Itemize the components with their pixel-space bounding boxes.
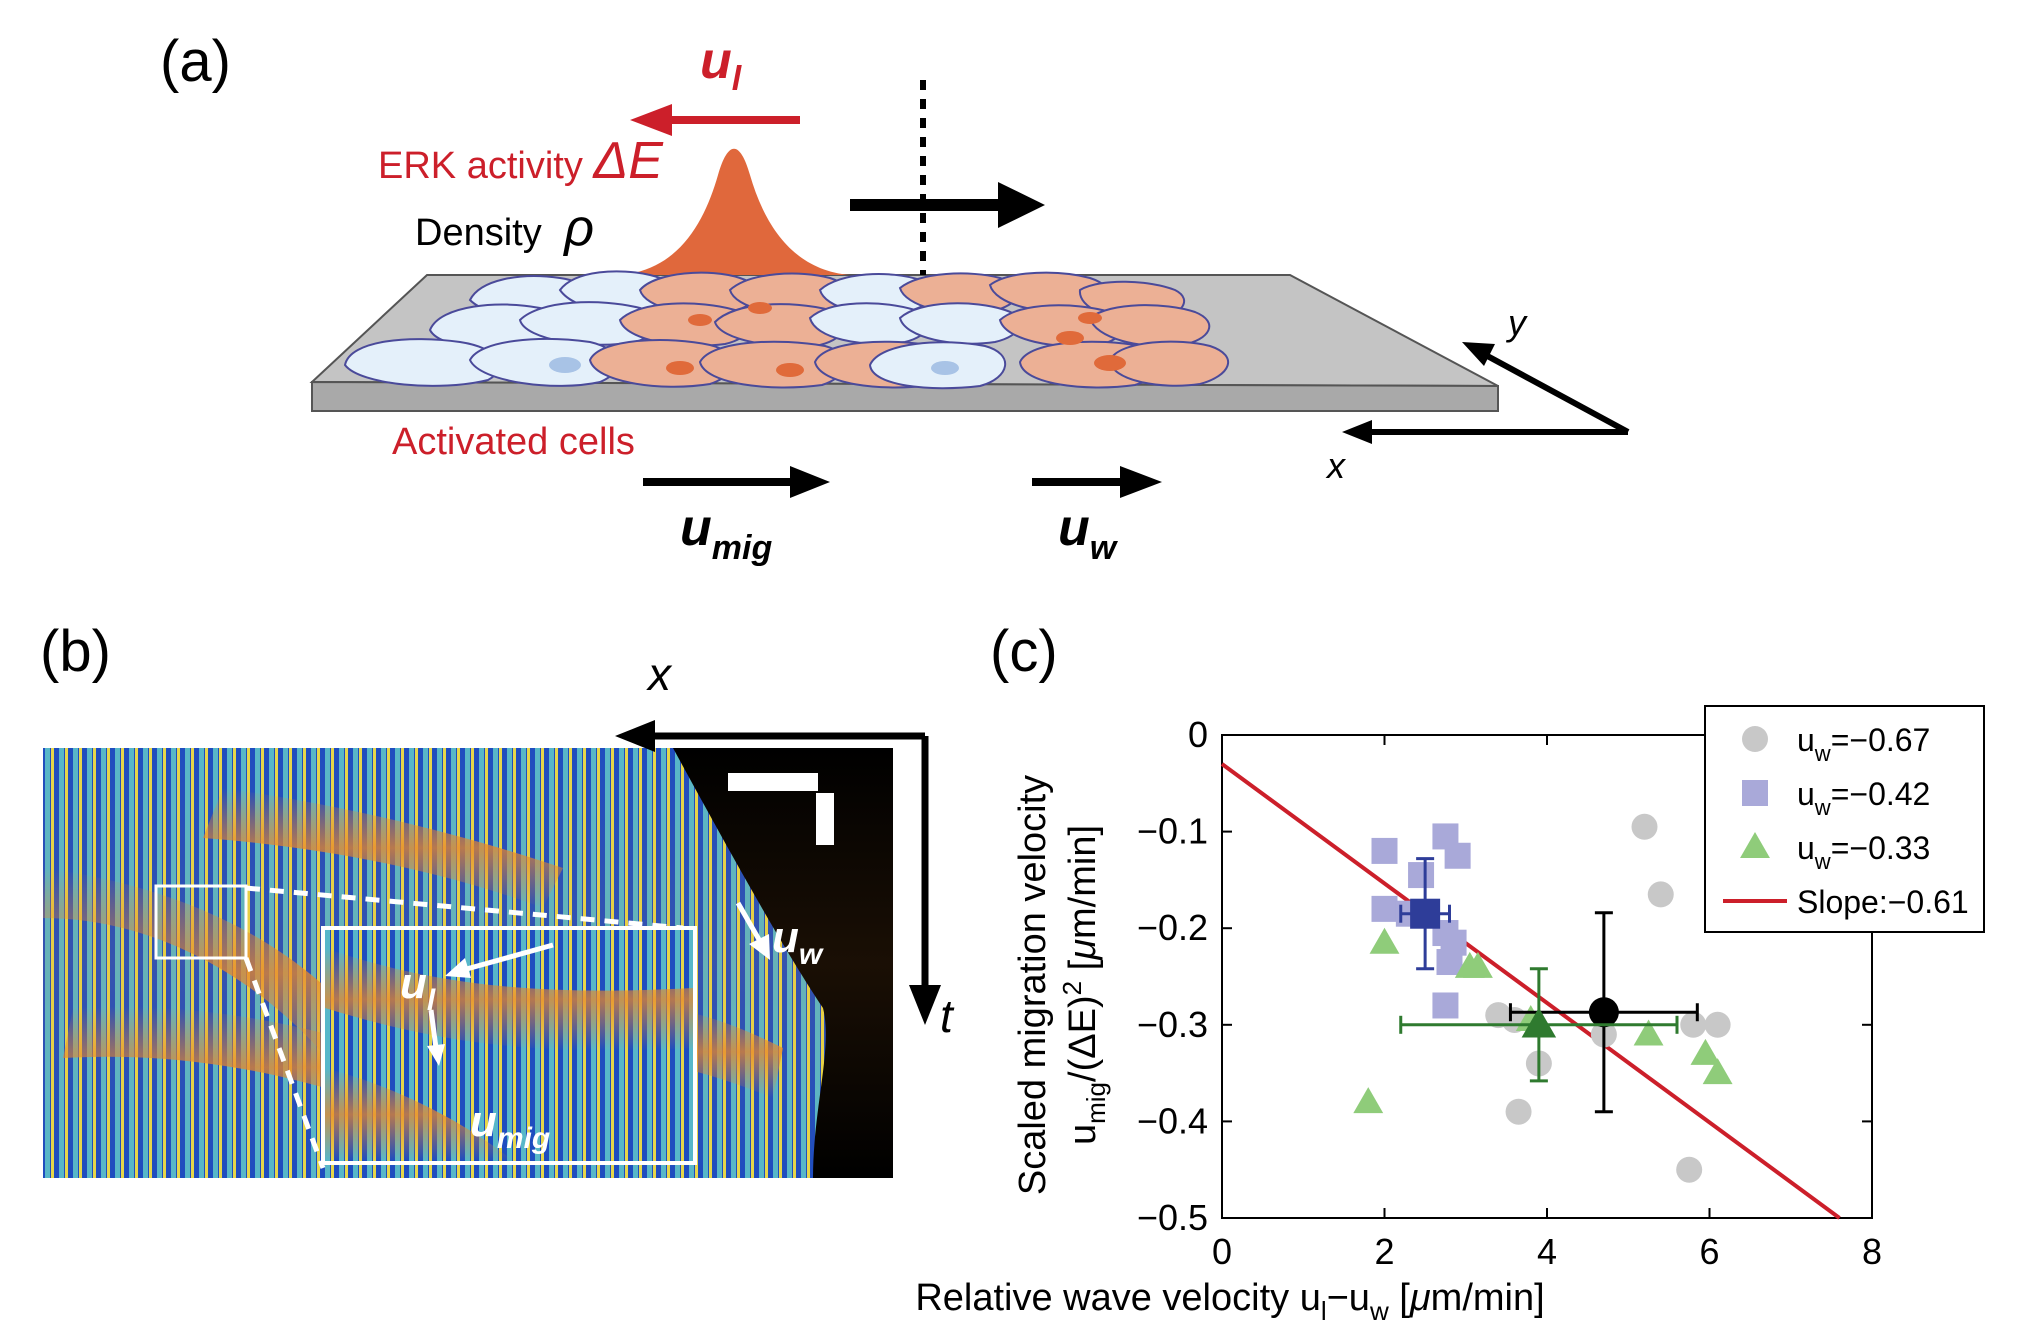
data-point-circle xyxy=(1505,1098,1532,1125)
legend-label: uw=−0.67 xyxy=(1797,722,1930,766)
u-w-symbol: uw xyxy=(1058,499,1119,567)
data-point-square xyxy=(1432,992,1459,1019)
kymograph-canvas xyxy=(43,748,893,1178)
axis-x-label: x xyxy=(1325,445,1347,486)
data-point-triangle xyxy=(1462,951,1493,978)
legend-swatch-triangle xyxy=(1740,832,1770,859)
data-point-triangle xyxy=(1702,1058,1733,1085)
data-point-circle xyxy=(1680,1011,1707,1038)
x-tick-label: 0 xyxy=(1212,1231,1232,1272)
data-point-square xyxy=(1408,862,1435,889)
x-tick-label: 4 xyxy=(1537,1231,1557,1272)
u-mig-arrow xyxy=(643,466,830,498)
x-tick-label: 6 xyxy=(1699,1231,1719,1272)
panel-b-label: (b) xyxy=(40,619,111,684)
data-point-square xyxy=(1371,895,1398,922)
scale-bar-t xyxy=(816,793,834,845)
zoom-source-box xyxy=(154,884,248,960)
data-point-square xyxy=(1436,949,1463,976)
data-point-square xyxy=(1371,837,1398,864)
x-tick-label: 2 xyxy=(1374,1231,1394,1272)
panel-a-label: (a) xyxy=(160,29,231,94)
kymo-u-mig-label: umig xyxy=(470,1097,550,1155)
data-point-triangle xyxy=(1353,1087,1384,1114)
kymo-u-w-label: uw xyxy=(772,913,824,971)
regression-line xyxy=(1220,762,1841,1220)
data-point-triangle xyxy=(1369,927,1400,954)
u-l-symbol: ul xyxy=(700,32,743,98)
data-point-circle xyxy=(1631,813,1658,840)
data-point-triangle xyxy=(1633,1019,1664,1046)
legend-swatch-circle xyxy=(1742,726,1768,752)
y-tick-label: −0.4 xyxy=(1137,1100,1208,1141)
legend-label: uw=−0.33 xyxy=(1797,830,1930,874)
axes-xy-icon xyxy=(1342,342,1630,444)
y-tick-label: 0 xyxy=(1188,714,1208,755)
zoom-inset xyxy=(321,926,697,1165)
data-point-square xyxy=(1444,842,1471,869)
scale-bar-x xyxy=(728,773,818,791)
mean-marker-square xyxy=(1410,898,1441,929)
y-tick-label: −0.5 xyxy=(1137,1197,1208,1238)
y-axis-title-line1: Scaled migration velocity xyxy=(1012,775,1054,1195)
legend-swatch-square xyxy=(1742,780,1768,806)
kymo-t-label: t xyxy=(940,990,955,1042)
x-tick-label: 8 xyxy=(1862,1231,1882,1272)
kymograph-image xyxy=(43,748,893,1178)
y-tick-label: −0.1 xyxy=(1137,811,1208,852)
panel-a-schematic: ul ERK activity ΔE Density ρ y x Activat… xyxy=(309,32,1630,567)
y-tick-label: −0.3 xyxy=(1137,1004,1208,1045)
u-l-arrow xyxy=(630,104,800,136)
erk-activity-peak xyxy=(620,148,850,275)
kymo-x-label: x xyxy=(646,648,673,700)
u-w-arrow xyxy=(1032,466,1162,498)
mean-marker-triangle xyxy=(1521,1007,1557,1038)
t-axis-arrow xyxy=(909,985,941,1025)
data-point-circle xyxy=(1704,1011,1731,1038)
panel-c-label: (c) xyxy=(990,619,1058,684)
data-point-circle xyxy=(1647,881,1674,908)
u-mig-symbol: umig xyxy=(680,499,772,567)
mean-marker-circle xyxy=(1588,997,1619,1028)
cell-nuclei xyxy=(549,302,1126,377)
activated-cells-label: Activated cells xyxy=(392,421,635,463)
axis-y-label: y xyxy=(1505,302,1528,343)
x-axis-arrow xyxy=(615,720,655,752)
data-point-triangle xyxy=(1690,1038,1721,1065)
y-axis-title-line2: umig/(ΔE)2 [μm/min] xyxy=(1057,825,1111,1145)
data-point-circle xyxy=(1676,1156,1703,1183)
density-label: Density ρ xyxy=(415,199,594,257)
panel-b-overlay: x t uw ul umig xyxy=(400,648,955,1155)
erk-activity-label: ERK activity ΔE xyxy=(378,132,664,190)
y-tick-label: −0.2 xyxy=(1137,907,1208,948)
kymo-u-l-label: ul xyxy=(400,959,436,1017)
legend-label: uw=−0.42 xyxy=(1797,776,1930,820)
legend-label: Slope:−0.61 xyxy=(1797,884,1969,920)
x-axis-title: Relative wave velocity ul−uw [μm/min] xyxy=(915,1277,1544,1326)
wave-direction-arrow xyxy=(850,182,1045,228)
